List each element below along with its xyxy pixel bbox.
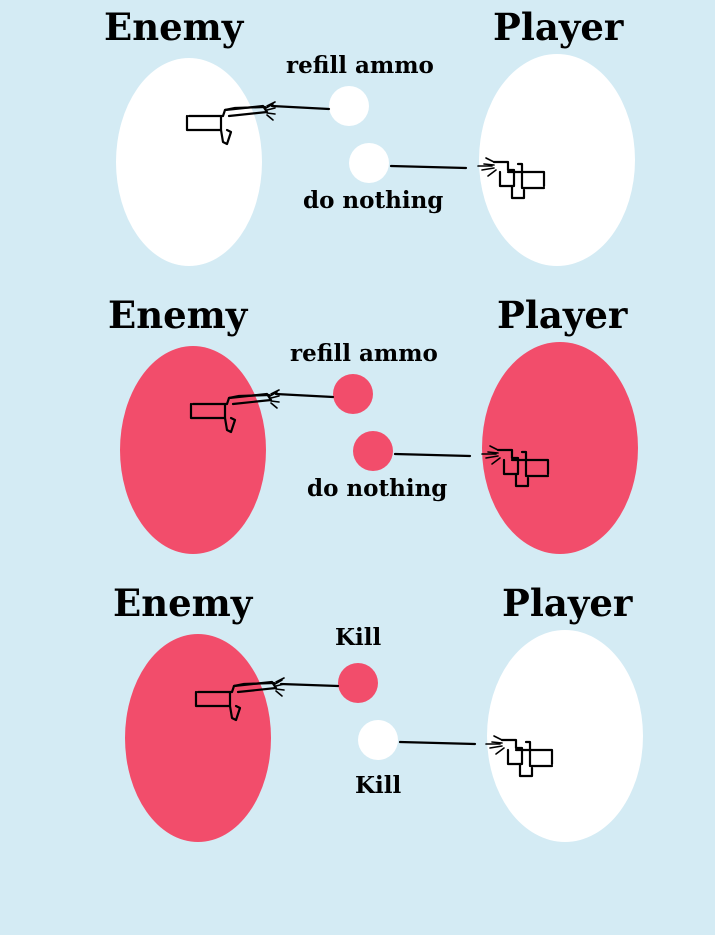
player-gun-icon xyxy=(477,157,546,200)
player-label: Player xyxy=(497,293,628,337)
bottom-choice-label: do nothing xyxy=(303,187,443,214)
player-oval xyxy=(479,54,635,266)
enemy-gun-icon xyxy=(189,389,280,434)
enemy-gun-icon xyxy=(185,101,276,146)
enemy-arrow-line xyxy=(279,682,340,688)
panel-3: Enemy Player Kill Kill xyxy=(113,581,643,842)
bottom-choice-label: Kill xyxy=(355,772,401,799)
player-oval xyxy=(482,342,638,554)
bottom-choice-dot xyxy=(349,143,389,183)
player-gun-icon xyxy=(481,445,550,488)
panel-2: Enemy Player refill ammo do nothing xyxy=(108,293,638,554)
bottom-choice-label: do nothing xyxy=(307,475,447,502)
player-arrow-line xyxy=(389,164,468,170)
player-arrow-line xyxy=(398,740,477,746)
bottom-choice-dot xyxy=(353,431,393,471)
player-oval xyxy=(487,630,643,842)
top-choice-dot xyxy=(329,86,369,126)
player-label: Player xyxy=(502,581,633,625)
player-gun-icon xyxy=(485,735,554,778)
enemy-label: Enemy xyxy=(108,293,249,337)
enemy-arrow-line xyxy=(270,104,331,111)
enemy-oval xyxy=(125,634,271,842)
enemy-gun-icon xyxy=(194,677,285,722)
enemy-oval xyxy=(116,58,262,266)
top-choice-label: refill ammo xyxy=(286,52,434,79)
top-choice-dot xyxy=(333,374,373,414)
top-choice-label: refill ammo xyxy=(290,340,438,367)
enemy-label: Enemy xyxy=(104,5,245,49)
enemy-arrow-line xyxy=(274,392,335,399)
enemy-label: Enemy xyxy=(113,581,254,625)
player-arrow-line xyxy=(393,452,472,458)
player-label: Player xyxy=(493,5,624,49)
bottom-choice-dot xyxy=(358,720,398,760)
enemy-oval xyxy=(120,346,266,554)
top-choice-label: Kill xyxy=(335,624,381,651)
panel-1: Enemy Player refill ammo do nothing xyxy=(104,5,635,266)
top-choice-dot xyxy=(338,663,378,703)
